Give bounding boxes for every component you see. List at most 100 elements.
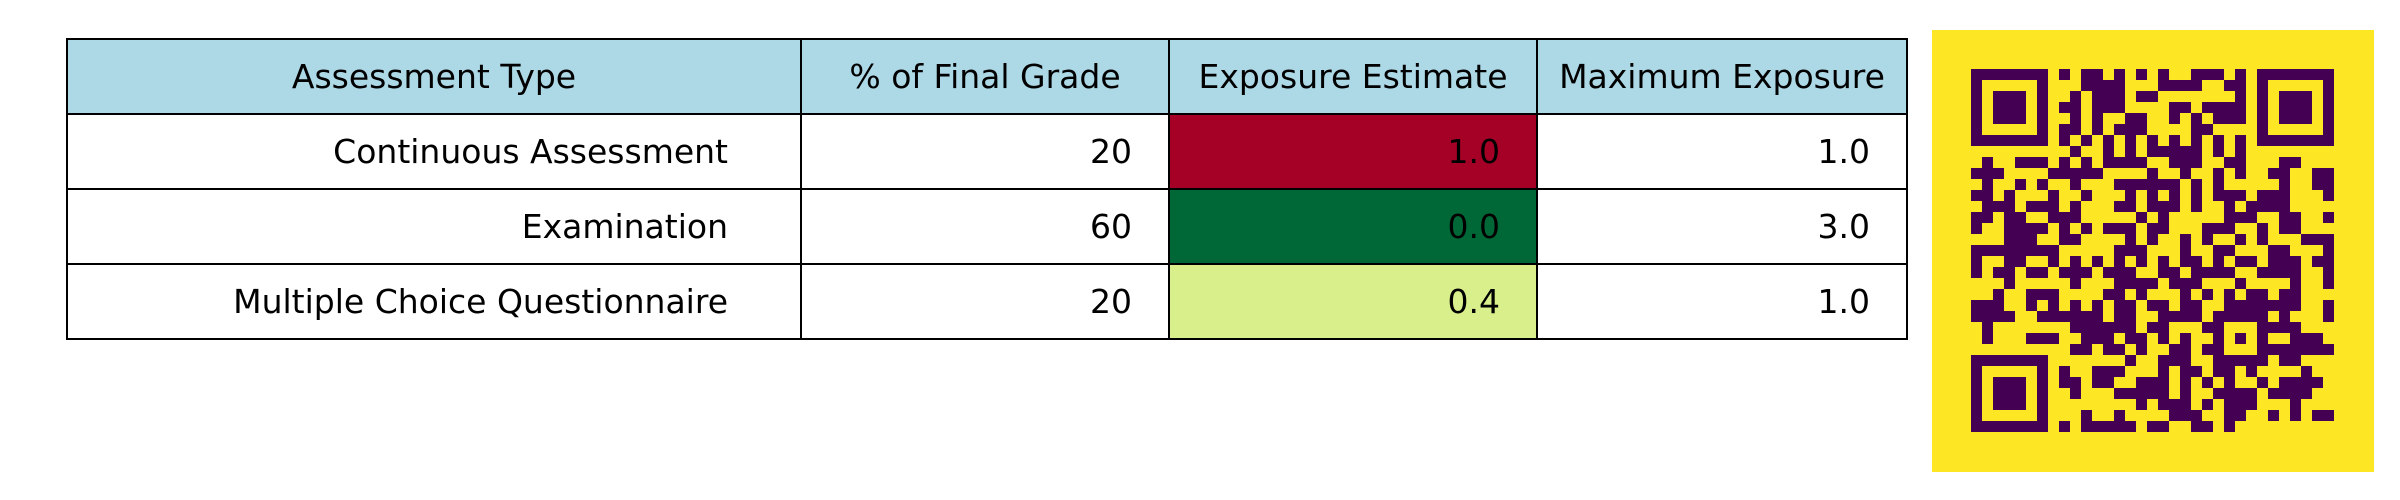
qr-module — [2048, 311, 2059, 322]
qr-module — [2048, 300, 2059, 311]
qr-module — [2323, 234, 2334, 245]
qr-module — [2257, 80, 2268, 91]
qr-module — [2279, 344, 2290, 355]
qr-module — [2004, 91, 2015, 102]
qr-module — [2246, 388, 2257, 399]
qr-module — [2279, 355, 2290, 366]
qr-module — [2114, 157, 2125, 168]
column-header: Assessment Type — [66, 38, 802, 115]
qr-module — [2169, 201, 2180, 212]
assessment-table: Assessment Type% of Final Grade Exposure … — [66, 38, 1908, 340]
qr-module — [2213, 69, 2224, 80]
qr-module — [2147, 135, 2158, 146]
table-body: Continuous Assessment 20 1.0 1.0 Examination… — [66, 113, 1908, 340]
qr-module — [2015, 179, 2026, 190]
qr-module — [2290, 267, 2301, 278]
qr-module — [2103, 135, 2114, 146]
table-cell: 1.0 — [1168, 113, 1538, 190]
table-header-row: Assessment Type% of Final Grade Exposure … — [66, 38, 1908, 115]
qr-module — [2279, 300, 2290, 311]
qr-module — [2114, 311, 2125, 322]
qr-module — [2092, 102, 2103, 113]
qr-module — [2213, 245, 2224, 256]
qr-module — [2070, 168, 2081, 179]
qr-module — [2213, 322, 2224, 333]
qr-module — [2180, 344, 2191, 355]
qr-module — [2191, 146, 2202, 157]
qr-module — [1993, 201, 2004, 212]
qr-module — [2323, 245, 2334, 256]
qr-module — [2103, 80, 2114, 91]
qr-module — [2037, 355, 2048, 366]
qr-module — [2191, 410, 2202, 421]
qr-module — [2279, 91, 2290, 102]
qr-module — [2191, 113, 2202, 124]
qr-module — [2301, 135, 2312, 146]
qr-module — [2158, 377, 2169, 388]
qr-module — [2114, 80, 2125, 91]
qr-module — [1971, 300, 1982, 311]
qr-module — [2224, 267, 2235, 278]
qr-module — [2224, 157, 2235, 168]
qr-module — [2037, 421, 2048, 432]
qr-module — [2037, 157, 2048, 168]
qr-module — [2224, 300, 2235, 311]
qr-module — [2279, 113, 2290, 124]
qr-module — [2246, 201, 2257, 212]
qr-module — [1971, 168, 1982, 179]
qr-module — [2224, 355, 2235, 366]
qr-module — [2213, 366, 2224, 377]
qr-module — [2059, 69, 2070, 80]
qr-module — [2202, 421, 2213, 432]
qr-module — [2037, 399, 2048, 410]
qr-module — [2191, 300, 2202, 311]
table-cell: 20 — [800, 263, 1170, 340]
qr-module — [2246, 300, 2257, 311]
qr-module — [2323, 278, 2334, 289]
qr-module — [2092, 124, 2103, 135]
qr-module — [2125, 278, 2136, 289]
qr-module — [2103, 322, 2114, 333]
qr-module — [2081, 421, 2092, 432]
qr-module — [2158, 201, 2169, 212]
qr-module — [2147, 300, 2158, 311]
qr-module — [2268, 388, 2279, 399]
qr-module — [2037, 267, 2048, 278]
qr-module — [1971, 102, 1982, 113]
qr-module — [2279, 212, 2290, 223]
qr-module — [2136, 344, 2147, 355]
qr-module — [2235, 355, 2246, 366]
qr-module — [2202, 377, 2213, 388]
qr-module — [1993, 91, 2004, 102]
qr-module — [2279, 267, 2290, 278]
qr-module — [2114, 267, 2125, 278]
qr-code — [1932, 30, 2374, 472]
qr-module — [1982, 212, 1993, 223]
qr-module — [2004, 245, 2015, 256]
qr-module — [2114, 91, 2125, 102]
qr-module — [2180, 399, 2191, 410]
qr-module — [2290, 377, 2301, 388]
qr-module — [2103, 91, 2114, 102]
qr-module — [2323, 91, 2334, 102]
qr-module — [2026, 234, 2037, 245]
qr-module — [2125, 146, 2136, 157]
qr-module — [2213, 388, 2224, 399]
qr-module — [2037, 135, 2048, 146]
qr-module — [2257, 91, 2268, 102]
qr-module — [2323, 212, 2334, 223]
qr-module — [2268, 410, 2279, 421]
qr-module — [1982, 168, 1993, 179]
qr-module — [2169, 344, 2180, 355]
qr-module — [2070, 212, 2081, 223]
qr-module — [2323, 344, 2334, 355]
qr-module — [1993, 399, 2004, 410]
qr-module — [2180, 157, 2191, 168]
qr-module — [2125, 201, 2136, 212]
qr-module — [1971, 377, 1982, 388]
qr-module — [2114, 421, 2125, 432]
qr-module — [2004, 223, 2015, 234]
qr-module — [2323, 179, 2334, 190]
qr-module — [2169, 157, 2180, 168]
qr-module — [2268, 168, 2279, 179]
